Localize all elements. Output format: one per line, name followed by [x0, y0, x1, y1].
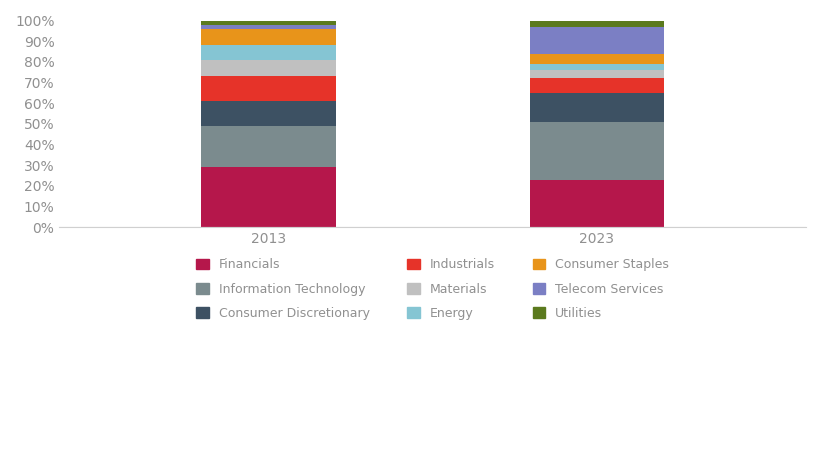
Bar	[530, 54, 664, 64]
Bar	[530, 27, 664, 54]
Bar	[530, 20, 664, 27]
Bar	[201, 101, 336, 126]
Bar	[201, 126, 336, 167]
Bar	[530, 78, 664, 93]
Bar	[530, 70, 664, 78]
Bar	[201, 25, 336, 29]
Bar	[530, 122, 664, 180]
Bar	[201, 45, 336, 60]
Legend: Financials, Information Technology, Consumer Discretionary, Industrials, Materia: Financials, Information Technology, Cons…	[196, 258, 669, 320]
Bar	[201, 29, 336, 45]
Bar	[201, 20, 336, 25]
Bar	[530, 64, 664, 70]
Bar	[201, 167, 336, 227]
Bar	[201, 76, 336, 101]
Bar	[530, 180, 664, 227]
Bar	[201, 60, 336, 76]
Bar	[530, 93, 664, 122]
